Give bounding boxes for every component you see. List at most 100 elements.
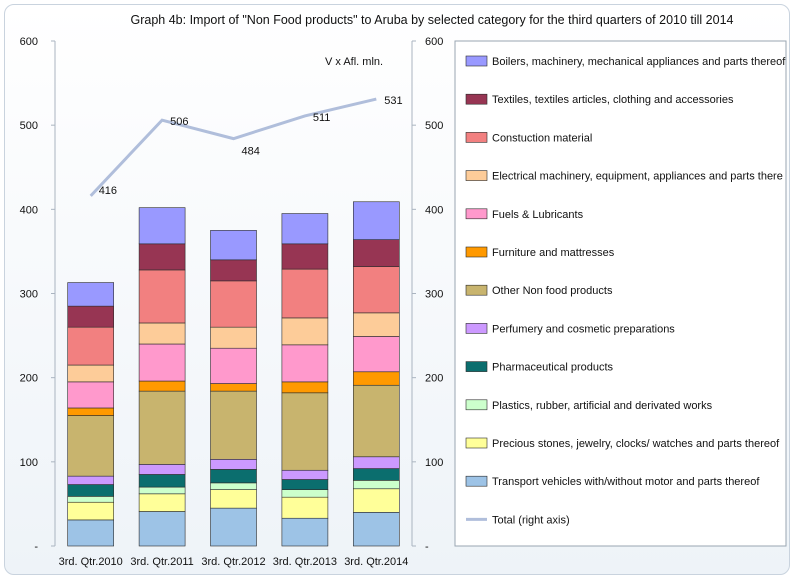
bar-segment — [281, 381, 329, 394]
bar-segment — [281, 496, 329, 519]
legend-label: Furniture and mattresses — [492, 247, 615, 259]
bar-segment — [67, 282, 114, 307]
bar-segment — [352, 468, 400, 481]
bar-segment — [352, 480, 400, 490]
unit-annotation: V x Afl. mln. — [325, 56, 383, 68]
legend-label: Precious stones, jewelry, clocks/ watche… — [492, 438, 780, 450]
bar-segment — [352, 239, 400, 267]
bar-segment — [210, 259, 257, 282]
bar-segment — [281, 317, 329, 346]
bar-segment — [281, 392, 329, 471]
legend-swatch — [465, 284, 488, 296]
legend-label: Total (right axis) — [492, 514, 570, 526]
legend-swatch — [465, 399, 488, 411]
bar-segment — [210, 230, 257, 261]
total-data-label: 506 — [170, 116, 188, 128]
x-tick-label: 3rd. Qtr.2011 — [130, 556, 193, 568]
left-tick-label: 100 — [20, 457, 38, 469]
right-tick-label: 600 — [425, 36, 443, 48]
bar-segment — [352, 512, 400, 547]
bar-segment — [138, 380, 186, 392]
bar-segment — [352, 312, 400, 337]
bar-segment — [67, 326, 114, 366]
legend-label: Plastics, rubber, artificial and derivat… — [492, 400, 713, 412]
bar-segment — [210, 489, 257, 509]
bar-segment — [281, 213, 329, 245]
bar-segment — [210, 507, 257, 547]
bar-segment — [138, 243, 186, 271]
bar-segment — [352, 371, 400, 386]
legend-swatch — [465, 323, 488, 334]
bar-segment — [138, 322, 186, 345]
bar-segment — [210, 390, 257, 460]
legend-swatch — [465, 208, 488, 220]
legend: Boilers, machinery, mechanical appliance… — [454, 40, 787, 547]
right-tick-label: 200 — [425, 373, 443, 385]
x-axis-labels: 3rd. Qtr.2010 3rd. Qtr.2011 3rd. Qtr.2012 3… — [59, 556, 409, 568]
legend-label: Electrical machinery, equipment, applian… — [492, 171, 783, 183]
total-data-label: 531 — [384, 95, 402, 107]
legend-label: Pharmaceutical products — [492, 362, 614, 374]
bar-segment — [210, 280, 257, 328]
legend-swatch — [465, 437, 488, 449]
bar-segment — [67, 496, 114, 503]
legend-swatch — [465, 361, 488, 372]
legend-label: Boilers, machinery, mechanical appliance… — [492, 56, 786, 68]
bar-segment — [67, 501, 114, 521]
right-tick-label: - — [425, 541, 429, 553]
bar-segment — [138, 486, 186, 495]
bar-segment — [210, 383, 257, 392]
bars-group — [67, 201, 400, 547]
right-tick-label: 300 — [425, 289, 443, 301]
left-tick-label: 600 — [20, 36, 38, 48]
x-tick-label: 3rd. Qtr.2014 — [344, 556, 408, 568]
bar-segment — [67, 415, 114, 477]
legend-swatch — [465, 170, 488, 181]
bar-segment — [281, 489, 329, 498]
bar-segment — [210, 347, 257, 384]
right-y-axis: - 100 200 300 400 500 600 — [411, 36, 443, 553]
bar-segment — [67, 407, 114, 416]
bar-segment — [352, 456, 400, 469]
legend-swatch — [465, 246, 488, 258]
bar-segment — [67, 519, 114, 547]
bar-segment — [210, 482, 257, 490]
left-tick-label: 300 — [20, 289, 38, 301]
bar-segment — [281, 469, 329, 480]
bar-segment — [352, 201, 400, 240]
bar-segment — [138, 269, 186, 324]
legend-swatch — [465, 93, 488, 105]
legend-label: Other Non food products — [492, 285, 613, 297]
bar-segment — [67, 484, 114, 497]
right-tick-label: 100 — [425, 457, 443, 469]
bar-segment — [138, 511, 186, 547]
chart-title: Graph 4b: Import of "Non Food products" … — [131, 13, 734, 27]
x-tick-label: 3rd. Qtr.2010 — [59, 556, 123, 568]
bar-segment — [281, 479, 329, 490]
total-line — [89, 97, 377, 197]
total-line-group: 416 506 484 511 531 — [89, 95, 403, 197]
bar-segment — [352, 384, 400, 458]
total-data-label: 511 — [313, 112, 331, 124]
bar-segment — [138, 464, 186, 475]
legend-swatch — [465, 55, 488, 67]
total-data-label: 484 — [242, 146, 260, 158]
bar-segment — [138, 390, 186, 465]
bar-segment — [352, 266, 400, 314]
bar-segment — [281, 517, 329, 547]
legend-label: Perfumery and cosmetic preparations — [492, 323, 675, 335]
legend-label: Textiles, textiles articles, clothing an… — [492, 94, 734, 106]
bar-segment — [138, 474, 186, 488]
legend-label: Transport vehicles with/without motor an… — [492, 476, 760, 488]
bar-segment — [281, 268, 329, 319]
bar-segment — [281, 243, 329, 270]
right-tick-label: 500 — [425, 120, 443, 132]
legend-swatch — [465, 132, 488, 143]
legend-swatch — [465, 475, 488, 487]
right-tick-label: 400 — [425, 204, 443, 216]
total-data-label: 416 — [99, 185, 117, 197]
legend-label: Constuction material — [492, 132, 592, 144]
left-tick-label: - — [34, 541, 38, 553]
left-y-axis: - 100 200 300 400 500 600 — [20, 36, 56, 553]
